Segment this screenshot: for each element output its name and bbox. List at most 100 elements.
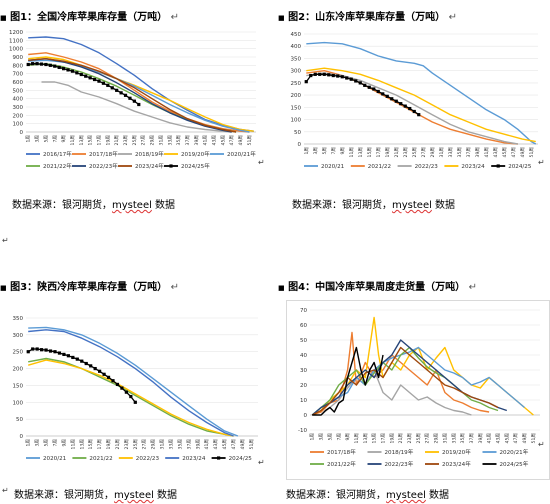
data-point [31, 347, 35, 351]
x-tick-label: 7周 [331, 147, 337, 155]
y-tick-label: 500 [13, 88, 24, 94]
x-tick-label: 45周 [220, 135, 226, 146]
x-tick-label: 37周 [186, 439, 192, 450]
panel-chart-4: ■ 图4：中国冷库苹果周度走货量（万吨） ↵ -10 0 10 20 30 40 50 60 7… [278, 270, 550, 504]
chart-4-plot: -10 0 10 20 30 40 50 60 70 1周 3周 5周 7周 9周 11周 13周 15周 17周… [298, 308, 540, 468]
data-point [309, 73, 313, 78]
data-point [385, 94, 389, 98]
data-point [376, 89, 380, 94]
x-tick-label: 19周 [389, 433, 395, 444]
x-tick-label: 31周 [442, 433, 448, 444]
legend-label: 2021/22年 [327, 460, 356, 468]
y-tick-label: 200 [291, 93, 302, 99]
y-tick-label: 400 [13, 97, 24, 103]
data-point [89, 364, 93, 368]
x-tick-label: 25周 [412, 147, 418, 158]
x-tick-label: 11周 [349, 147, 355, 158]
data-point [132, 99, 136, 103]
y-tick-label: 800 [13, 63, 24, 69]
series-line [311, 346, 499, 416]
data-point [304, 80, 308, 84]
x-tick-label: 1周 [304, 147, 310, 155]
x-tick-label: 19周 [105, 135, 111, 146]
data-point [345, 76, 349, 80]
x-tick-label: 11周 [70, 135, 76, 146]
x-tick-label: 31周 [158, 135, 164, 146]
y-tick-label: 60 [300, 323, 307, 329]
legend-label: 2022/23 [415, 164, 439, 170]
x-tick-label: 27周 [142, 439, 148, 450]
x-tick-label: 9周 [61, 135, 67, 143]
x-tick-label: 21周 [115, 439, 121, 450]
x-tick-label: 21周 [398, 433, 404, 444]
x-tick-label: 37周 [185, 135, 191, 146]
data-point [110, 86, 114, 90]
data-point [390, 97, 394, 101]
data-point [80, 359, 84, 363]
x-tick-label: 41周 [484, 147, 490, 158]
data-point [98, 369, 102, 373]
data-point [101, 81, 106, 85]
bullet-icon: ■ [278, 14, 285, 22]
y-tick-label: 50 [294, 130, 301, 136]
y-tick-label: 300 [13, 333, 24, 339]
data-point [408, 106, 412, 111]
data-point [349, 77, 353, 81]
data-point [31, 62, 35, 66]
data-point [133, 400, 137, 404]
x-tick-label: 19周 [106, 439, 112, 450]
series-line [28, 36, 254, 132]
x-tick-label: 15周 [372, 433, 378, 444]
data-point [354, 79, 358, 83]
x-tick-label: 13周 [363, 433, 369, 444]
legend-label: 2018/19年 [135, 150, 164, 158]
panel-chart-3: ■ 图3：陕西冷库苹果库存量（万吨） ↵ 0 50 100 150 200 250 300 3… [0, 270, 270, 504]
series-line [306, 67, 536, 143]
data-point [84, 74, 88, 78]
data-point [53, 350, 57, 354]
series-line [28, 56, 254, 132]
x-tick-label: 27周 [425, 433, 431, 444]
data-point [57, 65, 61, 70]
data-point [129, 394, 133, 399]
y-tick-label: 150 [291, 105, 302, 111]
x-tick-label: 17周 [97, 439, 103, 450]
y-tick-label: -10 [298, 428, 307, 434]
data-point [88, 76, 92, 80]
chart-4-title: ■ 图4：中国冷库苹果周度走货量（万吨） ↵ [278, 282, 477, 293]
x-tick-label: 49周 [238, 135, 244, 146]
legend-label: 2023/24年 [442, 460, 471, 468]
return-mark-icon: ↵ [258, 458, 265, 467]
x-tick-label: 1周 [310, 433, 316, 441]
y-tick-label: 30 [300, 368, 307, 374]
legend-marker [217, 456, 221, 460]
source-note-3: 数据来源：银河期货，mysteel 数据 [14, 490, 178, 501]
return-mark-icon: ↵ [258, 158, 265, 167]
data-point [403, 104, 407, 108]
x-tick-label: 35周 [460, 433, 466, 444]
legend-label: 2024/25年 [181, 162, 210, 170]
source-note-1: 数据来源：银河期货，mysteel 数据 [12, 200, 176, 211]
x-tick-label: 25周 [132, 135, 138, 146]
x-tick-label: 21周 [114, 135, 120, 146]
data-point [66, 68, 70, 72]
x-tick-label: 31周 [160, 439, 166, 450]
x-tick-label: 31周 [439, 147, 445, 158]
x-tick-label: 47周 [511, 147, 517, 158]
data-point [120, 386, 124, 390]
y-tick-label: 250 [13, 350, 24, 356]
y-tick-label: 600 [13, 80, 24, 86]
legend-label: 2020/21年 [500, 448, 529, 456]
y-tick-label: 100 [13, 400, 24, 406]
legend-label: 2020/21 [43, 456, 67, 462]
data-point [394, 99, 398, 103]
legend-marker [169, 164, 173, 168]
return-mark-icon: ↵ [2, 486, 9, 495]
y-tick-label: 200 [13, 113, 24, 119]
legend-marker [496, 164, 500, 168]
y-tick-label: 50 [300, 338, 307, 344]
x-tick-label: 7周 [336, 433, 342, 441]
chart-4-frame [286, 300, 550, 480]
data-point [137, 102, 141, 107]
x-tick-label: 15周 [88, 135, 94, 146]
